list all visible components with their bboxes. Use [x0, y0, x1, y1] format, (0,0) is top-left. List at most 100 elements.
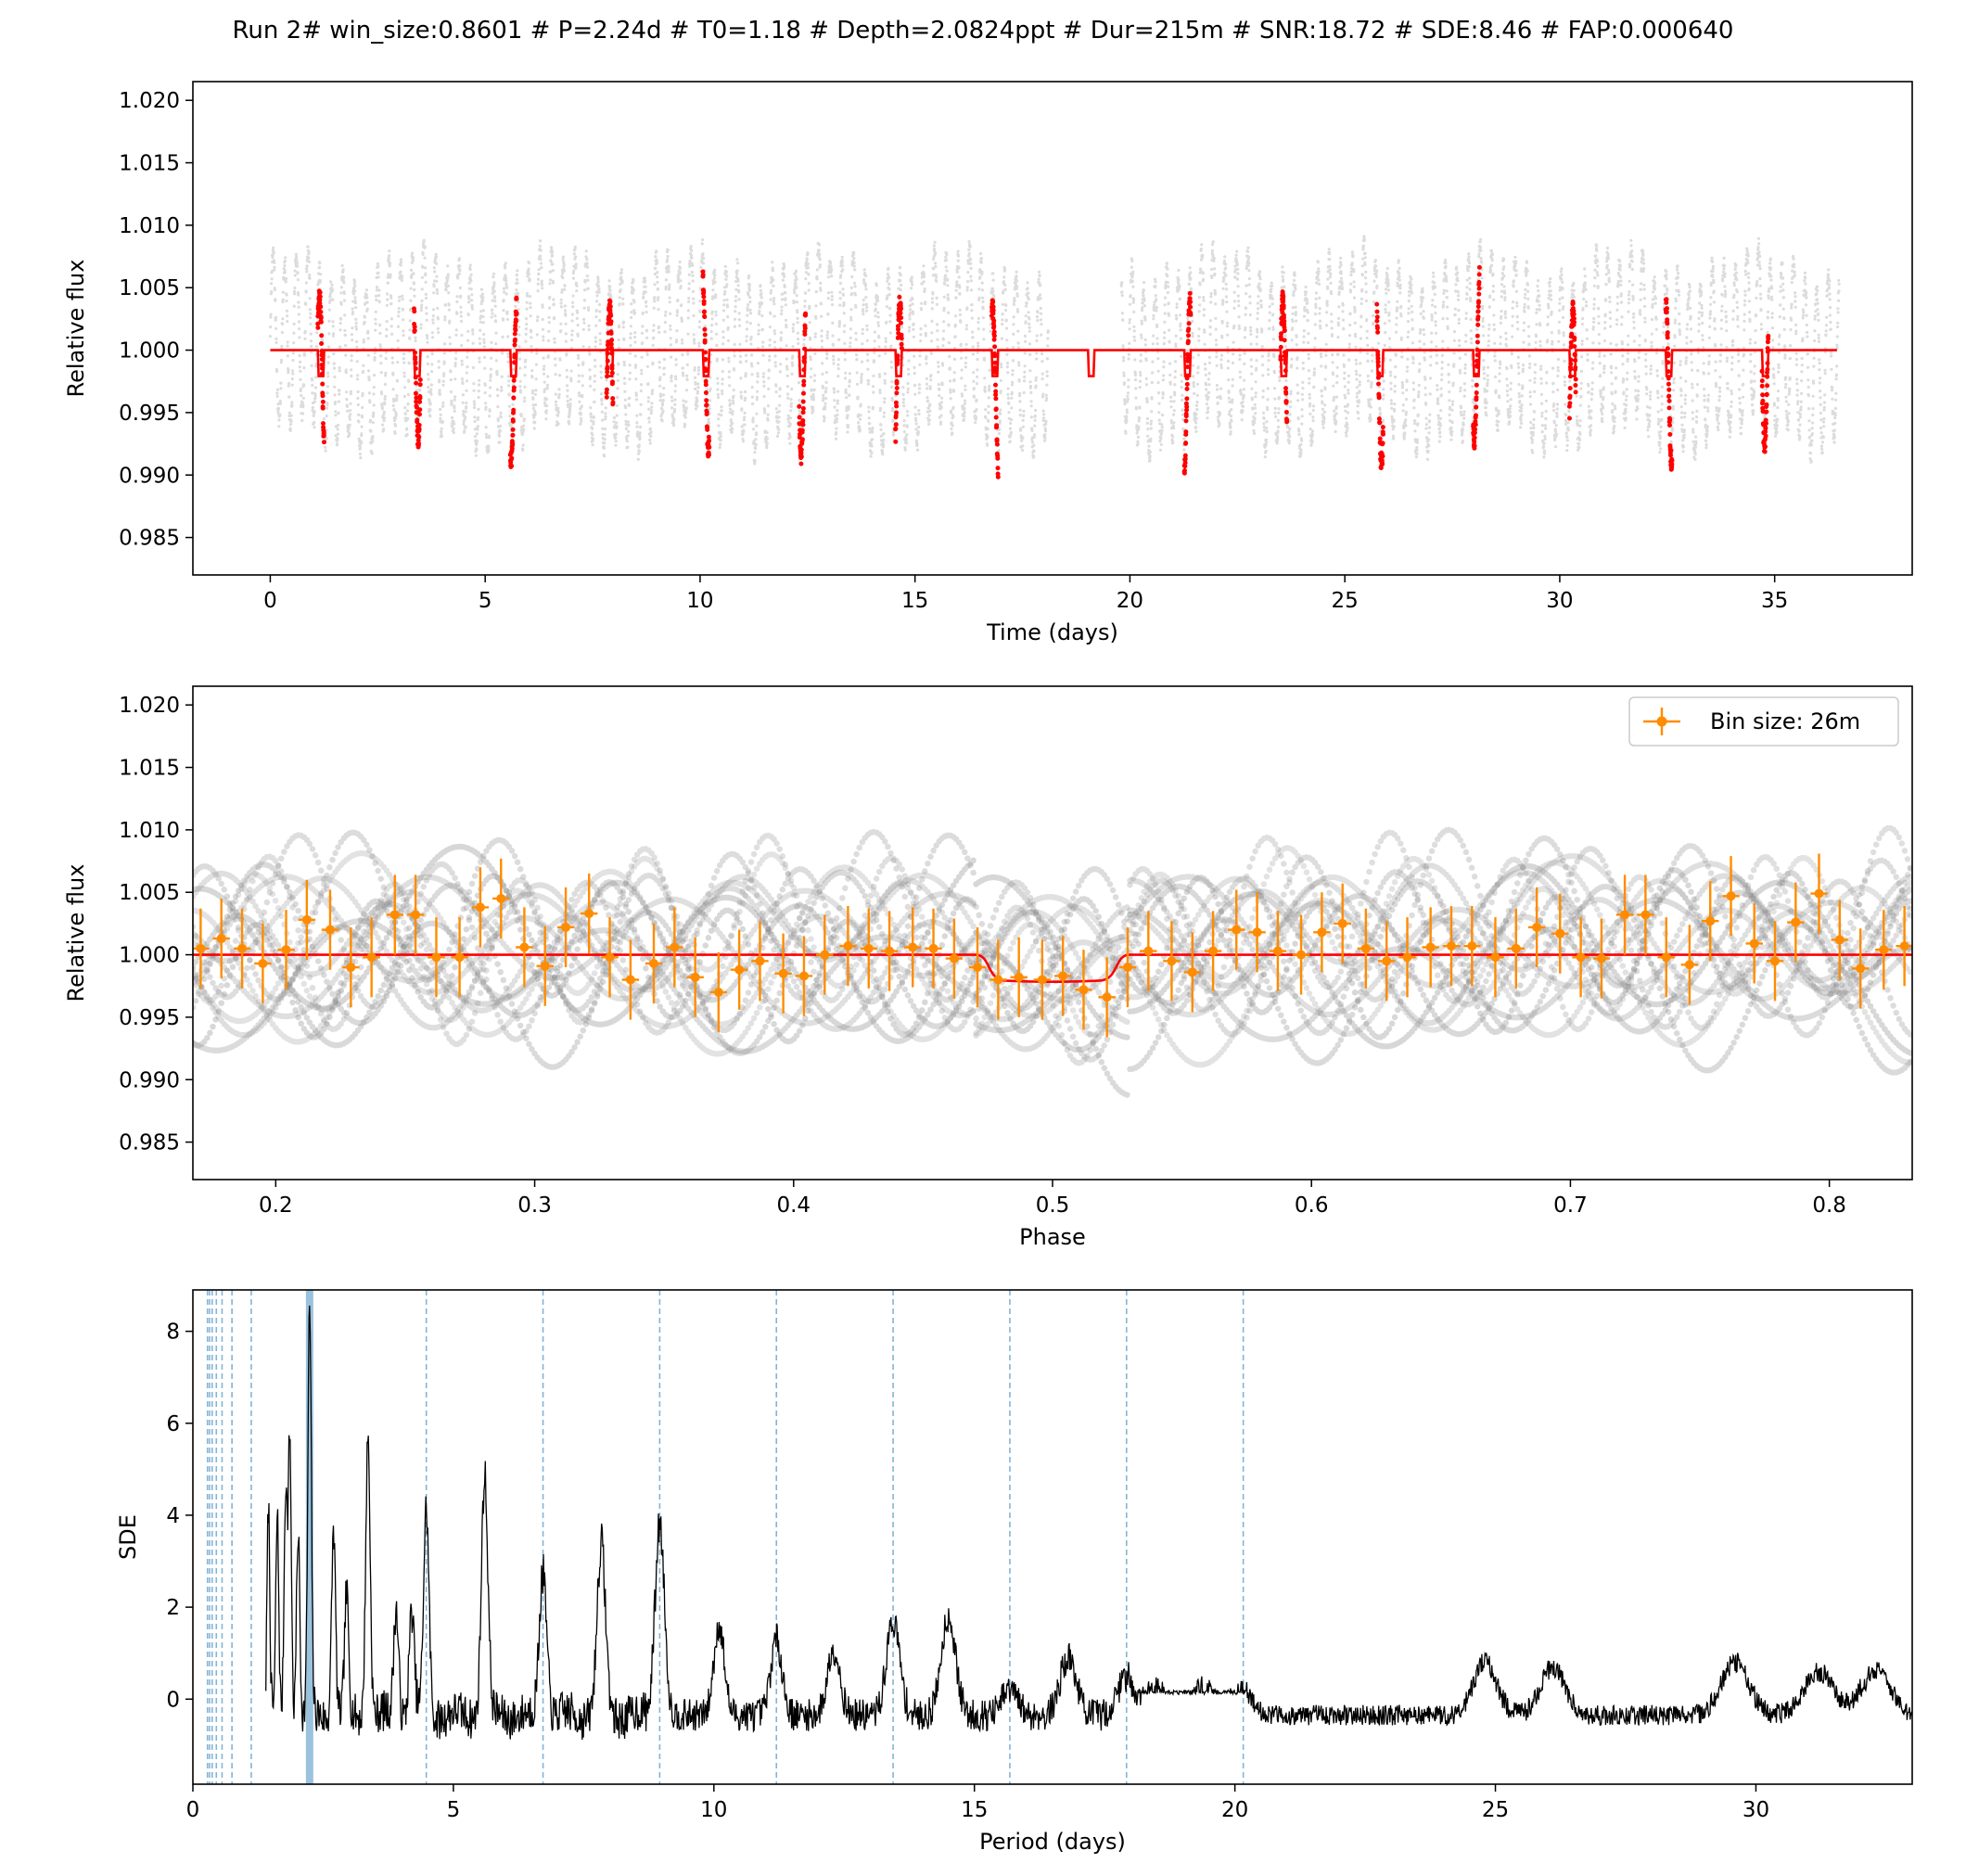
sde-ytick-label: 2	[166, 1596, 180, 1620]
binned-point	[325, 925, 335, 935]
lc-ytick-label: 1.005	[119, 276, 180, 300]
lc-ytick-label: 0.995	[119, 402, 180, 426]
binned-point	[649, 958, 659, 968]
binned-point	[713, 987, 723, 997]
binned-point	[820, 950, 830, 960]
binned-point	[258, 958, 268, 968]
lc-in-transit-points	[1471, 264, 1482, 451]
sde-ytick-label: 8	[166, 1321, 180, 1345]
binned-point	[863, 943, 874, 953]
legend-label: Bin size: 26m	[1710, 708, 1860, 734]
lc-in-transit-points	[315, 288, 326, 445]
binned-point	[1856, 964, 1866, 974]
phase-xtick-label: 0.8	[1812, 1193, 1846, 1218]
phase-ytick-label: 1.005	[119, 881, 180, 905]
binned-point	[411, 910, 421, 920]
binned-point	[1705, 916, 1716, 926]
binned-point	[1511, 943, 1521, 953]
lc-xtick-label: 35	[1761, 589, 1788, 613]
binned-point	[1555, 928, 1565, 938]
phase-xtick-label: 0.6	[1295, 1193, 1329, 1218]
binned-point	[1187, 967, 1197, 977]
best-period-band	[305, 1290, 313, 1784]
phase-ytick-label: 1.000	[119, 944, 180, 968]
phase-xtick-label: 0.7	[1553, 1193, 1588, 1218]
binned-point	[885, 946, 895, 956]
binned-point	[1661, 952, 1671, 963]
lc-ytick-label: 1.010	[119, 214, 180, 238]
binned-point	[1596, 953, 1606, 964]
sde-ytick-label: 4	[166, 1504, 180, 1528]
binned-point	[908, 942, 918, 952]
binned-point	[431, 952, 441, 963]
binned-point	[1252, 927, 1262, 938]
binned-point	[1337, 918, 1347, 928]
binned-point	[1232, 925, 1242, 935]
binned-point	[584, 909, 594, 919]
binned-point	[1791, 917, 1801, 927]
binned-point	[798, 971, 809, 981]
periodogram-panel: 0 5 10 15 20 25 30 0 2 4 6 8 Period (days) SDE	[115, 1289, 1913, 1855]
phase-ytick-label: 1.020	[119, 694, 180, 718]
binned-point	[755, 956, 765, 966]
sde-plot-area	[206, 1290, 1912, 1784]
lc-point-cloud	[268, 235, 1841, 466]
lc-xlabel: Time (days)	[986, 619, 1118, 645]
phase-point-track	[193, 826, 1912, 1063]
lc-xtick-label: 20	[1117, 589, 1143, 613]
lc-ytick-label: 1.000	[119, 339, 180, 364]
binned-point	[1296, 950, 1307, 960]
phase-point-track	[193, 862, 1912, 1023]
binned-point	[1143, 946, 1154, 956]
binned-point	[454, 952, 465, 963]
sde-ylabel: SDE	[115, 1514, 141, 1560]
lc-ytick-label: 0.990	[119, 464, 180, 488]
binned-point	[928, 943, 938, 953]
sde-xlabel: Period (days)	[979, 1829, 1126, 1855]
binned-point	[949, 953, 959, 964]
lc-in-transit-points	[1663, 297, 1675, 472]
phase-xlabel: Phase	[1019, 1224, 1086, 1250]
binned-point	[1208, 946, 1219, 956]
binned-point	[605, 952, 615, 963]
lc-xtick-label: 15	[901, 589, 928, 613]
binned-point	[389, 910, 400, 920]
lc-in-transit-points	[507, 295, 519, 469]
phase-folded-panel: 0.2 0.3 0.4 0.5 0.6 0.7 0.8 0.985 0.990 0.995 1.00…	[63, 685, 1913, 1250]
binned-point	[1834, 935, 1845, 945]
binned-point	[237, 943, 248, 953]
lc-xtick-label: 5	[479, 589, 492, 613]
binned-point	[1770, 956, 1781, 966]
binned-point	[1360, 943, 1371, 953]
sde-xtick-label: 25	[1482, 1798, 1509, 1822]
phase-point-track	[193, 897, 1912, 1055]
phase-point-track	[193, 849, 1912, 1068]
binned-point	[366, 952, 377, 963]
phase-xtick-label: 0.3	[517, 1193, 552, 1218]
lc-ytick-label: 1.015	[119, 152, 180, 176]
binned-point	[1684, 960, 1694, 970]
sde-xtick-label: 20	[1221, 1798, 1248, 1822]
phase-transit-model	[193, 953, 1912, 983]
lc-ytick-label: 1.020	[119, 89, 180, 113]
binned-point	[993, 975, 1003, 985]
phase-point-track	[193, 861, 1912, 1098]
lc-in-transit-points	[989, 298, 1001, 479]
sde-axes-frame	[192, 1289, 1913, 1785]
lc-axes-frame	[192, 81, 1913, 576]
binned-point	[1899, 941, 1909, 951]
binned-point	[519, 942, 530, 952]
binned-point	[1167, 956, 1177, 966]
binned-point	[1467, 941, 1477, 951]
binned-point	[778, 968, 788, 978]
phase-point-track	[193, 829, 1912, 1038]
phase-ytick-label: 1.010	[119, 819, 180, 843]
phase-ytick-label: 0.985	[119, 1131, 180, 1155]
binned-point	[1490, 952, 1500, 963]
phase-ytick-label: 1.015	[119, 757, 180, 781]
sde-xtick-label: 30	[1743, 1798, 1769, 1822]
sde-ytick-label: 0	[166, 1688, 180, 1712]
phase-point-track	[193, 866, 1912, 1049]
binned-point	[346, 963, 356, 973]
phase-legend: Bin size: 26m	[1628, 696, 1899, 747]
